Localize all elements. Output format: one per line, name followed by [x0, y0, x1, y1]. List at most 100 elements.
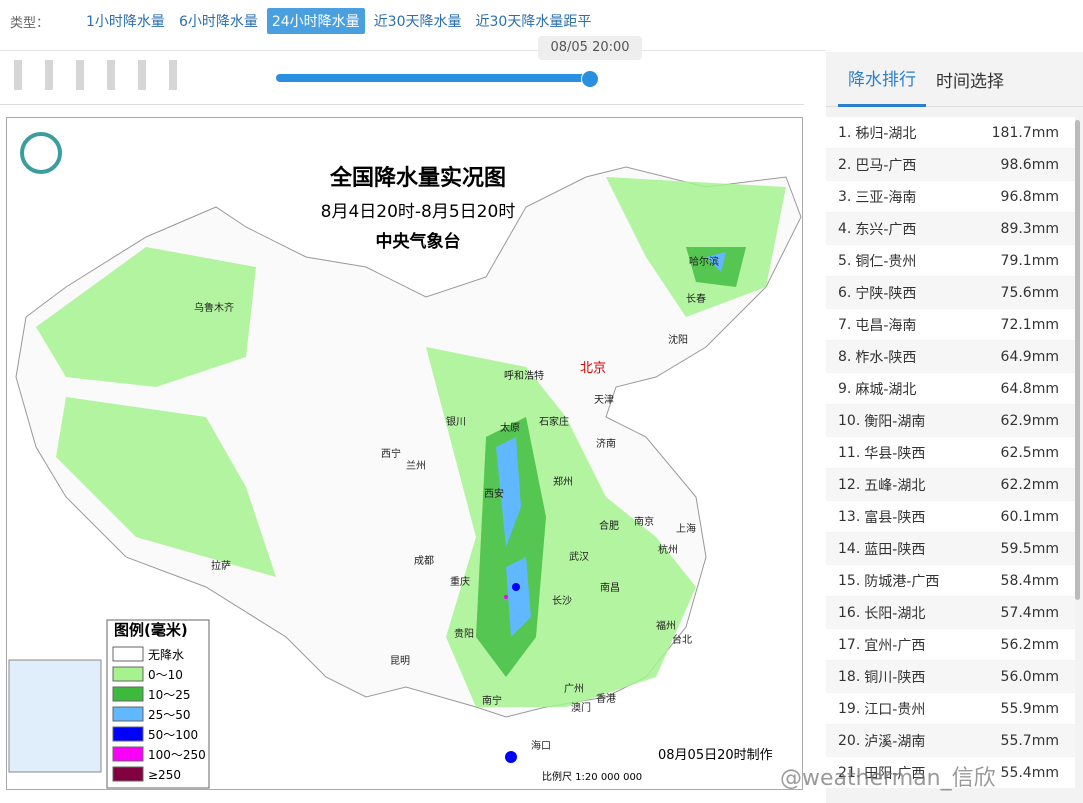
station: 宜州-广西 — [864, 637, 926, 654]
ranking-row[interactable]: 17. 宜州-广西 56.2mm — [826, 629, 1075, 661]
legend-swatch — [112, 686, 144, 702]
type-tab[interactable]: 24小时降水量 — [266, 8, 365, 34]
station: 宁陕-陕西 — [855, 285, 917, 302]
ranking-row[interactable]: 6. 宁陕-陕西 75.6mm — [826, 277, 1075, 309]
time-slider[interactable] — [276, 74, 590, 82]
slider-knob[interactable] — [581, 70, 599, 88]
ranking-row[interactable]: 3. 三亚-海南 96.8mm — [826, 181, 1075, 213]
station: 五峰-湖北 — [864, 477, 926, 494]
city-label: 昆明 — [390, 655, 410, 667]
time-tooltip: 08/05 20:00 — [538, 36, 642, 60]
ranking-row[interactable]: 2. 巴马-广西 98.6mm — [826, 149, 1075, 181]
rain-area — [476, 247, 746, 677]
amount: 62.9mm — [1000, 412, 1059, 429]
scrollbar[interactable] — [1075, 120, 1080, 600]
city-label: 合肥 — [599, 519, 619, 532]
city-label: 南京 — [634, 515, 654, 528]
ranking-row[interactable]: 5. 铜仁-贵州 79.1mm — [826, 245, 1075, 277]
ranking-row[interactable]: 19. 江口-贵州 55.9mm — [826, 693, 1075, 725]
legend-swatch — [112, 706, 144, 722]
panel-tabs: 降水排行 时间选择 — [826, 52, 1083, 107]
amount: 62.5mm — [1000, 444, 1059, 461]
station: 柞水-陕西 — [855, 349, 917, 366]
rank: 2. — [838, 156, 852, 173]
rank: 5. — [838, 252, 852, 269]
rain-area — [496, 252, 726, 637]
rank: 19. — [838, 700, 861, 717]
map-subtitle: 8月4日20时-8月5日20时 — [321, 202, 516, 222]
city-label: 上海 — [676, 522, 696, 535]
rank: 15. — [838, 572, 861, 589]
city-label: 西安 — [484, 487, 504, 500]
station: 三亚-海南 — [855, 189, 917, 206]
panel-tab[interactable]: 时间选择 — [936, 71, 1004, 92]
rain-area — [36, 177, 786, 707]
type-tab[interactable]: 近30天降水量距平 — [475, 14, 592, 30]
ranking-row[interactable]: 13. 富县-陕西 60.1mm — [826, 501, 1075, 533]
blurred-icons — [14, 60, 194, 90]
rank: 4. — [838, 220, 852, 237]
city-label: 拉萨 — [211, 559, 231, 572]
legend-swatch — [112, 666, 144, 682]
station: 泸溪-湖南 — [864, 733, 926, 750]
city-label: 银川 — [446, 415, 466, 428]
city-label: 台北 — [672, 633, 692, 646]
amount: 98.6mm — [1000, 156, 1059, 173]
station: 田阳-广西 — [864, 765, 926, 782]
ranking-row[interactable]: 18. 铜川-陕西 56.0mm — [826, 661, 1075, 693]
ranking-row[interactable]: 11. 华县-陕西 62.5mm — [826, 437, 1075, 469]
city-label: 济南 — [596, 437, 616, 450]
station: 秭归-湖北 — [855, 125, 917, 142]
rank: 17. — [838, 636, 861, 653]
amount: 57.4mm — [1000, 604, 1059, 621]
ranking-row[interactable]: 16. 长阳-湖北 57.4mm — [826, 597, 1075, 629]
ranking-row[interactable]: 14. 蓝田-陕西 59.5mm — [826, 533, 1075, 565]
ranking-row[interactable]: 15. 防城港-广西 58.4mm — [826, 565, 1075, 597]
ranking-row[interactable]: 1. 秭归-湖北 181.7mm — [826, 117, 1075, 149]
amount: 58.4mm — [1000, 572, 1059, 589]
amount: 96.8mm — [1000, 188, 1059, 205]
filter-label: 类型： — [10, 15, 50, 31]
ranking-row[interactable]: 12. 五峰-湖北 62.2mm — [826, 469, 1075, 501]
legend-swatch — [112, 726, 144, 742]
ranking-row[interactable]: 20. 泸溪-湖南 55.7mm — [826, 725, 1075, 757]
city-label: 贵阳 — [454, 627, 474, 640]
rank: 14. — [838, 540, 861, 557]
station: 蓝田-陕西 — [864, 541, 926, 558]
ranking-row[interactable]: 9. 麻城-湖北 64.8mm — [826, 373, 1075, 405]
ranking-row[interactable]: 8. 柞水-陕西 64.9mm — [826, 341, 1075, 373]
city-label: 南昌 — [600, 581, 620, 594]
made-time: 08月05日20时制作 — [658, 748, 773, 763]
rank: 13. — [838, 508, 861, 525]
city-label: 广州 — [564, 683, 584, 695]
ranking-row[interactable]: 4. 东兴-广西 89.3mm — [826, 213, 1075, 245]
type-tab[interactable]: 1小时降水量 — [86, 14, 165, 30]
legend-label: 无降水 — [148, 648, 184, 662]
ranking-row[interactable]: 21. 田阳-广西 55.4mm — [826, 757, 1075, 789]
city-label: 太原 — [500, 421, 520, 434]
amount: 89.3mm — [1000, 220, 1059, 237]
type-filter: 类型： 1小时降水量 6小时降水量 24小时降水量 近30天降水量 近30天降水量距平 — [10, 8, 600, 34]
station: 巴马-广西 — [855, 157, 917, 174]
rank: 18. — [838, 668, 861, 685]
rank: 20. — [838, 732, 861, 749]
ranking-row[interactable]: 7. 屯昌-海南 72.1mm — [826, 309, 1075, 341]
legend-swatch — [112, 746, 144, 762]
rank: 7. — [838, 316, 852, 333]
rain-area — [504, 595, 508, 599]
rank: 11. — [838, 444, 861, 461]
type-tab[interactable]: 6小时降水量 — [178, 14, 258, 30]
city-label: 沈阳 — [668, 333, 688, 346]
ranking-panel: 降水排行 时间选择 1. 秭归-湖北 181.7mm 2. 巴马-广西 98.6mm 3. 三亚… — [826, 52, 1083, 803]
panel-tab[interactable]: 降水排行 — [838, 51, 926, 107]
legend-label: 100～250 — [148, 748, 206, 762]
ranking-row[interactable]: 10. 衡阳-湖南 62.9mm — [826, 405, 1075, 437]
type-tab[interactable]: 近30天降水量 — [373, 14, 462, 30]
rank: 3. — [838, 188, 852, 205]
legend-label: 25～50 — [148, 708, 191, 722]
amount: 56.0mm — [1000, 668, 1059, 685]
station: 衡阳-湖南 — [864, 413, 926, 430]
legend-label: 0～10 — [148, 668, 183, 682]
station: 江口-贵州 — [864, 701, 926, 718]
